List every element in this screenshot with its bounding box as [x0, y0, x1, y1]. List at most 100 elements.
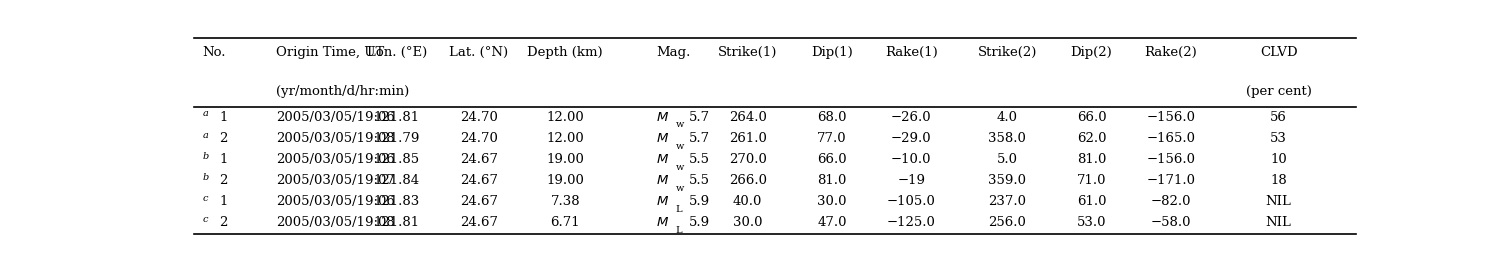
Text: 2005/03/05/19:08: 2005/03/05/19:08 [276, 132, 395, 145]
Text: 77.0: 77.0 [816, 132, 847, 145]
Text: 24.70: 24.70 [460, 132, 498, 145]
Text: 5.7: 5.7 [690, 111, 711, 124]
Text: 5.5: 5.5 [690, 174, 711, 187]
Text: w: w [676, 184, 684, 193]
Text: (per cent): (per cent) [1245, 85, 1311, 99]
Text: 71.0: 71.0 [1077, 174, 1106, 187]
Text: 261.0: 261.0 [729, 132, 767, 145]
Text: 81.0: 81.0 [1077, 153, 1106, 166]
Text: −19: −19 [898, 174, 925, 187]
Text: −26.0: −26.0 [890, 111, 931, 124]
Text: c: c [202, 215, 208, 224]
Text: NIL: NIL [1266, 195, 1292, 209]
Text: b: b [202, 152, 208, 160]
Text: 10: 10 [1271, 153, 1287, 166]
Text: 68.0: 68.0 [816, 111, 847, 124]
Text: 1: 1 [219, 195, 228, 209]
Text: −10.0: −10.0 [892, 153, 931, 166]
Text: Strike(2): Strike(2) [978, 46, 1037, 60]
Text: w: w [676, 120, 684, 129]
Text: 2: 2 [219, 217, 228, 229]
Text: Lat. (°N): Lat. (°N) [450, 46, 509, 60]
Text: 66.0: 66.0 [816, 153, 847, 166]
Text: 18: 18 [1271, 174, 1287, 187]
Text: 53: 53 [1271, 132, 1287, 145]
Text: 81.0: 81.0 [818, 174, 847, 187]
Text: 30.0: 30.0 [733, 217, 762, 229]
Text: 47.0: 47.0 [816, 217, 847, 229]
Text: w: w [676, 163, 684, 172]
Text: 121.81: 121.81 [374, 217, 420, 229]
Text: −125.0: −125.0 [887, 217, 936, 229]
Text: 121.79: 121.79 [374, 132, 420, 145]
Text: 30.0: 30.0 [816, 195, 847, 209]
Text: 66.0: 66.0 [1076, 111, 1106, 124]
Text: Rake(2): Rake(2) [1145, 46, 1197, 60]
Text: 7.38: 7.38 [551, 195, 579, 209]
Text: $M$: $M$ [656, 195, 670, 209]
Text: 121.81: 121.81 [374, 111, 420, 124]
Text: 121.84: 121.84 [374, 174, 420, 187]
Text: 5.7: 5.7 [690, 132, 711, 145]
Text: Depth (km): Depth (km) [527, 46, 604, 60]
Text: 256.0: 256.0 [988, 217, 1026, 229]
Text: 5.9: 5.9 [690, 217, 711, 229]
Text: Dip(2): Dip(2) [1070, 46, 1112, 60]
Text: 61.0: 61.0 [1077, 195, 1106, 209]
Text: 359.0: 359.0 [988, 174, 1026, 187]
Text: Dip(1): Dip(1) [810, 46, 853, 60]
Text: 5.9: 5.9 [690, 195, 711, 209]
Text: −105.0: −105.0 [887, 195, 936, 209]
Text: 5.0: 5.0 [997, 153, 1017, 166]
Text: 56: 56 [1271, 111, 1287, 124]
Text: a: a [202, 131, 208, 139]
Text: 121.83: 121.83 [374, 195, 420, 209]
Text: 2005/03/05/19:06: 2005/03/05/19:06 [276, 111, 395, 124]
Text: 2005/03/05/19:06: 2005/03/05/19:06 [276, 195, 395, 209]
Text: 6.71: 6.71 [551, 217, 579, 229]
Text: 40.0: 40.0 [733, 195, 762, 209]
Text: 4.0: 4.0 [997, 111, 1017, 124]
Text: 24.67: 24.67 [460, 195, 498, 209]
Text: b: b [202, 173, 208, 182]
Text: 2: 2 [219, 132, 228, 145]
Text: 2: 2 [219, 174, 228, 187]
Text: 264.0: 264.0 [729, 111, 767, 124]
Text: −156.0: −156.0 [1147, 111, 1195, 124]
Text: $M$: $M$ [656, 153, 670, 166]
Text: −171.0: −171.0 [1147, 174, 1195, 187]
Text: Mag.: Mag. [656, 46, 691, 60]
Text: 19.00: 19.00 [546, 174, 584, 187]
Text: −29.0: −29.0 [890, 132, 931, 145]
Text: L: L [676, 226, 682, 235]
Text: 1: 1 [219, 153, 228, 166]
Text: 1: 1 [219, 111, 228, 124]
Text: −58.0: −58.0 [1151, 217, 1191, 229]
Text: CLVD: CLVD [1260, 46, 1298, 60]
Text: 12.00: 12.00 [546, 132, 584, 145]
Text: −82.0: −82.0 [1151, 195, 1191, 209]
Text: $M$: $M$ [656, 174, 670, 187]
Text: 2005/03/05/19:06: 2005/03/05/19:06 [276, 153, 395, 166]
Text: 266.0: 266.0 [729, 174, 767, 187]
Text: Lon. (°E): Lon. (°E) [367, 46, 427, 60]
Text: (yr/month/d/hr:min): (yr/month/d/hr:min) [276, 85, 409, 99]
Text: 5.5: 5.5 [690, 153, 711, 166]
Text: $M$: $M$ [656, 111, 670, 124]
Text: No.: No. [202, 46, 226, 60]
Text: 24.67: 24.67 [460, 217, 498, 229]
Text: L: L [676, 205, 682, 214]
Text: Strike(1): Strike(1) [718, 46, 777, 60]
Text: −156.0: −156.0 [1147, 153, 1195, 166]
Text: 24.67: 24.67 [460, 153, 498, 166]
Text: $M$: $M$ [656, 217, 670, 229]
Text: 24.67: 24.67 [460, 174, 498, 187]
Text: 237.0: 237.0 [988, 195, 1026, 209]
Text: NIL: NIL [1266, 217, 1292, 229]
Text: w: w [676, 142, 684, 151]
Text: Origin Time, UT: Origin Time, UT [276, 46, 385, 60]
Text: 2005/03/05/19:07: 2005/03/05/19:07 [276, 174, 395, 187]
Text: −165.0: −165.0 [1147, 132, 1195, 145]
Text: $M$: $M$ [656, 132, 670, 145]
Text: 24.70: 24.70 [460, 111, 498, 124]
